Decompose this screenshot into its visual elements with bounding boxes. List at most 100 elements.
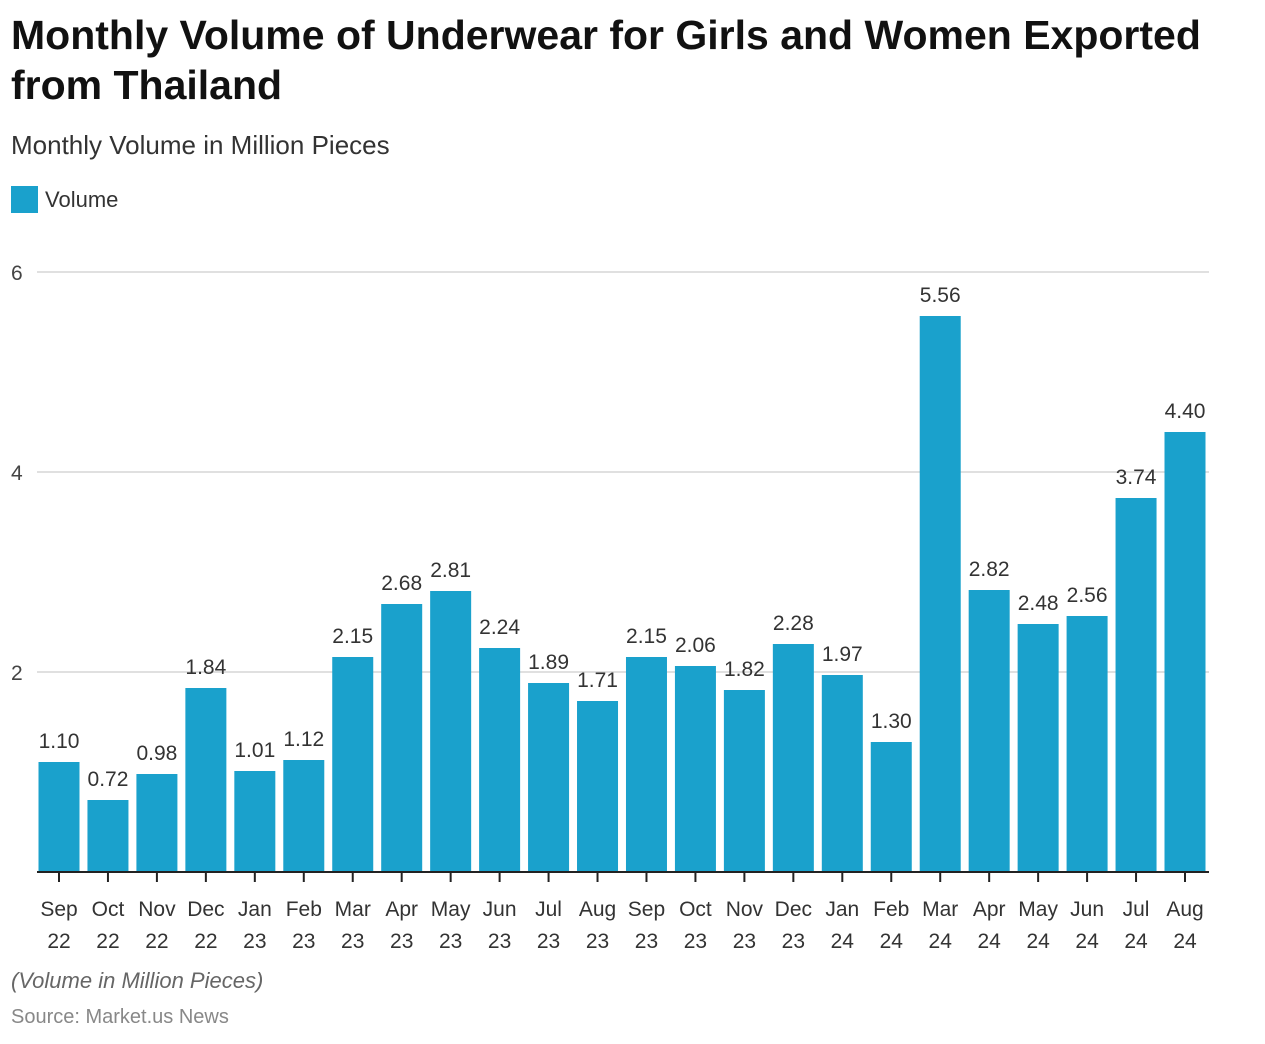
bar [968, 590, 1010, 872]
bar [919, 316, 961, 872]
bar [577, 701, 619, 872]
x-tick-label-month: Feb [873, 898, 909, 921]
x-tick-label-year: 24 [1075, 930, 1099, 953]
x-tick-label-year: 23 [341, 930, 364, 953]
x-tick-label-month: Apr [385, 898, 418, 921]
x-tick-label-year: 23 [635, 930, 658, 953]
x-tick-label-year: 22 [47, 930, 70, 953]
x-tick-label-month: Oct [92, 898, 125, 921]
x-tick-label-year: 23 [733, 930, 756, 953]
bar [1017, 624, 1059, 872]
x-tick-label-year: 23 [586, 930, 609, 953]
data-label: 5.56 [920, 284, 961, 307]
x-tick-label-year: 24 [831, 930, 855, 953]
x-tick-label-year: 23 [439, 930, 462, 953]
data-label: 1.84 [185, 656, 226, 679]
x-tick-label-month: Dec [187, 898, 224, 921]
x-tick-label-month: Jan [825, 898, 859, 921]
x-tick-label-month: Jun [483, 898, 517, 921]
x-tick-label-year: 24 [880, 930, 904, 953]
x-tick-label-month: May [431, 898, 471, 921]
chart-source: Source: Market.us News [11, 1006, 229, 1028]
x-tick-label-year: 23 [782, 930, 805, 953]
x-tick-label-year: 24 [1124, 930, 1148, 953]
x-tick-label-month: Sep [628, 898, 665, 921]
bar [430, 591, 472, 872]
chart-title: Monthly Volume of Underwear for Girls an… [11, 12, 1201, 108]
data-label: 2.15 [626, 625, 667, 648]
data-label: 1.82 [724, 658, 765, 681]
bar [821, 675, 863, 872]
bar [625, 657, 667, 872]
bar [870, 742, 912, 872]
chart-subtitle: Monthly Volume in Million Pieces [11, 130, 390, 160]
data-label: 1.10 [39, 730, 80, 753]
bar [772, 644, 814, 872]
x-tick-label-month: Feb [286, 898, 322, 921]
x-tick-label-year: 22 [96, 930, 119, 953]
data-label: 1.01 [234, 739, 275, 762]
data-label: 2.56 [1067, 584, 1108, 607]
bar [479, 648, 521, 872]
x-tick-label-year: 23 [292, 930, 315, 953]
x-tick-label-month: Jul [535, 898, 562, 921]
data-label: 3.74 [1116, 466, 1157, 489]
data-label: 0.72 [88, 768, 129, 791]
x-tick-label-month: Jun [1070, 898, 1104, 921]
data-label: 1.97 [822, 643, 863, 666]
x-tick-label-year: 24 [977, 930, 1001, 953]
x-tick-label-month: May [1018, 898, 1058, 921]
x-tick-label-month: Aug [579, 898, 616, 921]
x-tick-label-year: 24 [929, 930, 953, 953]
x-tick-label-year: 22 [145, 930, 168, 953]
data-label: 2.06 [675, 634, 716, 657]
data-label: 2.24 [479, 616, 520, 639]
data-label: 1.89 [528, 651, 569, 674]
x-tick-label-month: Mar [922, 898, 958, 921]
data-label: 2.15 [332, 625, 373, 648]
x-tick-label-year: 24 [1173, 930, 1197, 953]
bar [87, 800, 129, 872]
x-tick-label-year: 23 [243, 930, 266, 953]
bar [1066, 616, 1108, 872]
bar [136, 774, 178, 872]
data-label: 1.71 [577, 669, 618, 692]
x-tick-label-year: 23 [390, 930, 413, 953]
data-label: 2.28 [773, 612, 814, 635]
x-tick-label-month: Mar [335, 898, 371, 921]
bar [1115, 498, 1157, 872]
bar [234, 771, 276, 872]
data-label: 2.81 [430, 559, 471, 582]
y-tick-label: 6 [11, 262, 23, 285]
bar [528, 683, 570, 872]
bar [38, 762, 80, 872]
x-tick-label-year: 23 [537, 930, 560, 953]
y-tick-label: 4 [11, 462, 23, 485]
legend-label: Volume [45, 186, 119, 212]
data-label: 1.12 [283, 728, 324, 751]
bar [185, 688, 227, 872]
y-tick-label: 2 [11, 662, 23, 685]
x-tick-label-month: Nov [138, 898, 176, 921]
legend-swatch [11, 186, 38, 213]
bar [674, 666, 716, 872]
legend: Volume [11, 186, 118, 213]
x-tick-label-month: Nov [726, 898, 764, 921]
x-tick-label-month: Oct [679, 898, 712, 921]
data-label: 2.48 [1018, 592, 1059, 615]
bar [723, 690, 765, 872]
data-label: 0.98 [136, 742, 177, 765]
bar [381, 604, 423, 872]
bar [332, 657, 374, 872]
x-tick-label-year: 23 [684, 930, 707, 953]
x-tick-label-year: 24 [1026, 930, 1050, 953]
data-label: 1.30 [871, 710, 912, 733]
x-tick-label-month: Apr [973, 898, 1006, 921]
data-label: 2.82 [969, 558, 1010, 581]
x-tick-label-month: Dec [775, 898, 812, 921]
data-label: 4.40 [1165, 400, 1206, 423]
bar [283, 760, 325, 872]
bar [1164, 432, 1206, 872]
data-label: 2.68 [381, 572, 422, 595]
